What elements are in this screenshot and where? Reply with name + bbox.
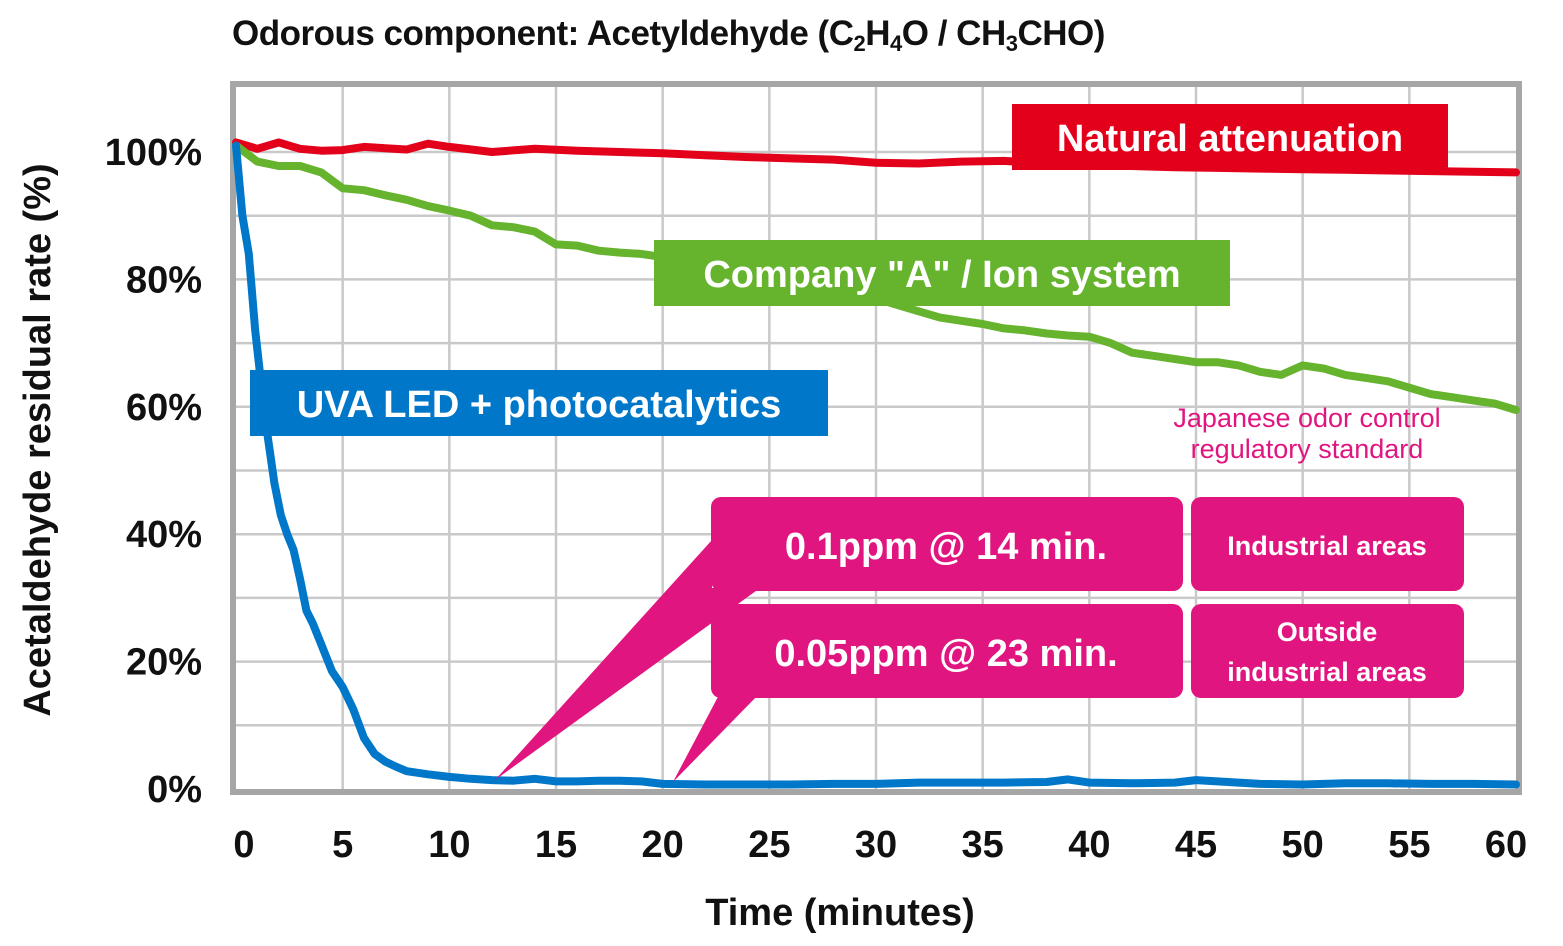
x-tick-label: 40 [1068, 824, 1110, 866]
x-axis-ticks: 0 5 10 15 20 25 30 35 40 45 50 55 60 [233, 824, 1527, 866]
x-tick-label: 15 [535, 824, 577, 866]
y-axis-title: Acetaldehyde residual rate (%) [17, 163, 59, 716]
x-tick-label: 55 [1388, 824, 1430, 866]
standard-note-line1: Japanese odor control [1173, 403, 1440, 433]
y-tick-label: 0% [147, 769, 202, 811]
callout-0-1ppm-box [711, 497, 1183, 591]
x-axis-title: Time (minutes) [705, 892, 975, 934]
label-company-a-box [654, 240, 1230, 306]
callout-0-1ppm: 0.1ppm @ 14 min. [711, 497, 1183, 591]
x-tick-label: 35 [962, 824, 1004, 866]
y-tick-label: 80% [126, 259, 202, 301]
x-tick-label: 60 [1485, 824, 1527, 866]
callout-pointer-2 [673, 693, 760, 782]
callout-outside-industrial-line1: Outside [1277, 617, 1378, 647]
x-tick-label: 45 [1175, 824, 1217, 866]
y-tick-label: 100% [105, 132, 202, 174]
label-company-a: Company "A" / Ion system [654, 240, 1230, 306]
chart-title: Odorous component: Acetyldehyde (C2H4O /… [232, 14, 1105, 56]
x-tick-label: 5 [332, 824, 353, 866]
callout-outside-industrial-line2: industrial areas [1227, 657, 1427, 687]
x-tick-label: 50 [1282, 824, 1324, 866]
x-tick-label: 25 [748, 824, 790, 866]
label-uva-led-box [250, 370, 828, 436]
callout-outside-industrial: Outside industrial areas [1191, 604, 1464, 698]
callout-0-05ppm: 0.05ppm @ 23 min. [711, 604, 1183, 698]
label-uva-led-text: UVA LED + photocatalytics [297, 384, 782, 426]
label-natural-attenuation-text: Natural attenuation [1057, 118, 1403, 160]
y-axis-ticks: 0% 20% 40% 60% 80% 100% [105, 132, 202, 811]
standard-note-line2: regulatory standard [1191, 434, 1424, 464]
label-natural-attenuation-box [1012, 104, 1448, 170]
y-tick-label: 20% [126, 642, 202, 684]
y-tick-label: 60% [126, 387, 202, 429]
label-natural-attenuation: Natural attenuation [1012, 104, 1448, 170]
callout-0-05ppm-text: 0.05ppm @ 23 min. [774, 633, 1117, 675]
label-company-a-text: Company "A" / Ion system [703, 254, 1180, 296]
series-line-uva-led [232, 141, 1520, 789]
x-tick-label: 0 [233, 824, 254, 866]
callout-outside-industrial-box [1191, 604, 1464, 698]
callout-industrial-areas: Industrial areas [1191, 497, 1464, 591]
x-tick-label: 30 [855, 824, 897, 866]
y-tick-label: 40% [126, 514, 202, 556]
callout-0-1ppm-text: 0.1ppm @ 14 min. [785, 526, 1107, 568]
callout-industrial-areas-text: Industrial areas [1227, 531, 1427, 561]
callout-0-05ppm-box [711, 604, 1183, 698]
label-uva-led: UVA LED + photocatalytics [250, 370, 828, 436]
callout-pointer-1 [495, 540, 760, 780]
x-tick-label: 10 [428, 824, 470, 866]
x-tick-label: 20 [642, 824, 684, 866]
plot-frame [230, 81, 1522, 795]
callout-industrial-areas-box [1191, 497, 1464, 591]
